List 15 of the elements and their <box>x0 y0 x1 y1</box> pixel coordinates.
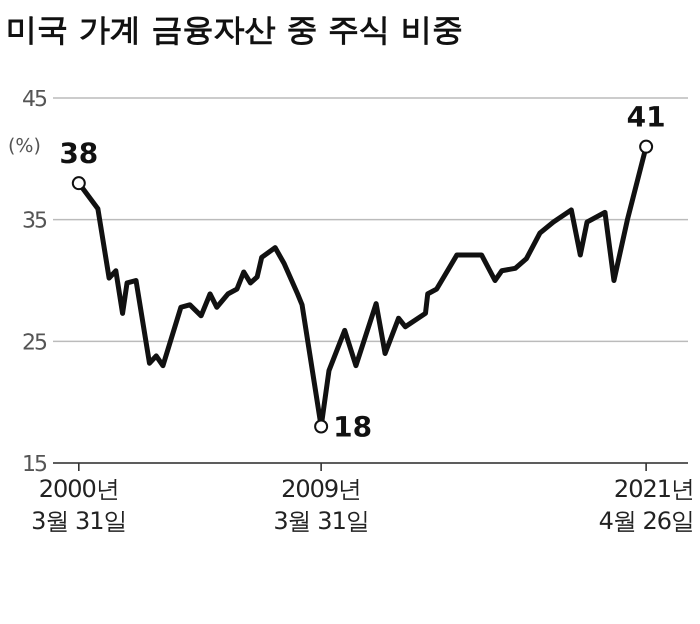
x-tick-label: 2009년 3월 31일 <box>273 475 369 535</box>
y-tick-label: 25 <box>22 330 47 356</box>
point <box>314 420 328 434</box>
data-label: 18 <box>333 410 372 444</box>
y-tick-label: 35 <box>22 208 47 234</box>
data-label: 41 <box>626 100 666 134</box>
chart-title: 미국 가계 금융자산 중 주식 비중 <box>6 12 463 48</box>
data-label: 38 <box>59 137 98 170</box>
point <box>639 140 654 154</box>
x-tick-label: 2021년 4월 26일 <box>598 475 694 535</box>
y-axis-title: (%) <box>8 135 41 157</box>
y-tick-label: 45 <box>22 87 47 112</box>
x-tick-label: 2000년 3월 31일 <box>31 475 127 535</box>
point <box>72 176 86 190</box>
y-tick-label: 15 <box>22 452 47 477</box>
